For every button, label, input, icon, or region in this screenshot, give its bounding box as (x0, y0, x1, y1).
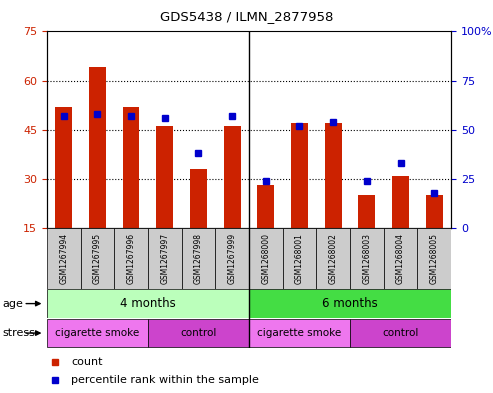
Text: GSM1268004: GSM1268004 (396, 233, 405, 284)
Text: control: control (383, 328, 419, 338)
Bar (249, 289, 451, 318)
Bar (47, 228, 80, 289)
Text: GSM1267999: GSM1267999 (228, 233, 237, 284)
Text: GSM1267994: GSM1267994 (59, 233, 68, 284)
Text: GSM1268003: GSM1268003 (362, 233, 371, 284)
Text: cigarette smoke: cigarette smoke (257, 328, 342, 338)
Bar (55, 107, 72, 228)
Text: count: count (71, 357, 103, 367)
Bar (47, 289, 249, 318)
Bar (47, 319, 148, 347)
Bar (148, 319, 249, 347)
Bar (215, 228, 249, 289)
Text: cigarette smoke: cigarette smoke (55, 328, 140, 338)
Text: GDS5438 / ILMN_2877958: GDS5438 / ILMN_2877958 (160, 10, 333, 23)
Bar (249, 319, 350, 347)
Bar (89, 68, 106, 228)
Text: GSM1268000: GSM1268000 (261, 233, 270, 284)
Bar (123, 107, 140, 228)
Text: GSM1268002: GSM1268002 (329, 233, 338, 284)
Text: stress: stress (2, 328, 35, 338)
Bar (249, 228, 282, 289)
Text: age: age (2, 299, 23, 309)
Bar (148, 228, 181, 289)
Bar (384, 228, 418, 289)
Text: GSM1268005: GSM1268005 (430, 233, 439, 284)
Text: GSM1267997: GSM1267997 (160, 233, 169, 284)
Text: control: control (180, 328, 216, 338)
Bar (181, 228, 215, 289)
Bar (392, 176, 409, 228)
Text: GSM1267996: GSM1267996 (127, 233, 136, 284)
Bar (358, 195, 375, 228)
Text: 4 months: 4 months (120, 297, 176, 310)
Bar (282, 228, 317, 289)
Bar (317, 228, 350, 289)
Text: 6 months: 6 months (322, 297, 378, 310)
Text: GSM1267995: GSM1267995 (93, 233, 102, 284)
Bar (224, 127, 241, 228)
Bar (291, 123, 308, 228)
Bar (190, 169, 207, 228)
Bar (325, 123, 342, 228)
Text: GSM1267998: GSM1267998 (194, 233, 203, 284)
Bar (426, 195, 443, 228)
Bar (80, 228, 114, 289)
Bar (418, 228, 451, 289)
Text: GSM1268001: GSM1268001 (295, 233, 304, 284)
Bar (257, 185, 274, 228)
Bar (350, 319, 451, 347)
Bar (156, 127, 173, 228)
Bar (350, 228, 384, 289)
Text: percentile rank within the sample: percentile rank within the sample (71, 375, 259, 385)
Bar (114, 228, 148, 289)
